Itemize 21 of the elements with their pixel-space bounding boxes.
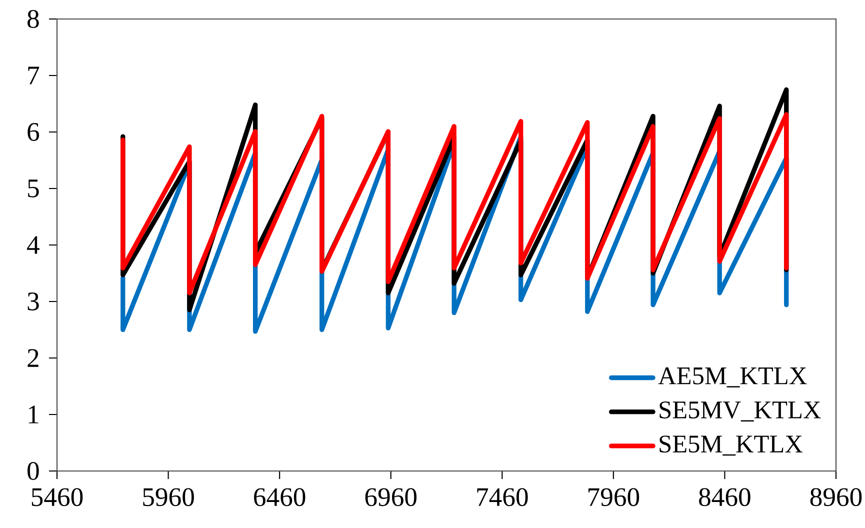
x-tick-label: 8460 (699, 488, 750, 506)
y-tick-label: 3 (28, 292, 39, 310)
y-tick-label: 1 (28, 406, 38, 424)
y-tick-label: 6 (28, 123, 40, 141)
y-tick-label: 0 (28, 462, 39, 480)
legend-label: AE5M_KTLX (658, 367, 807, 388)
x-tick-label: 8960 (810, 488, 862, 506)
y-tick-label: 8 (28, 10, 39, 28)
x-tick-label: 7460 (477, 488, 528, 506)
x-tick-label: 6960 (365, 488, 417, 506)
x-tick-label: 5960 (143, 488, 194, 506)
x-tick-label: 7960 (588, 488, 640, 506)
legend-label: SE5MV_KTLX (660, 401, 821, 422)
x-tick-label: 5460 (32, 488, 83, 506)
line-series (120, 112, 789, 296)
legend-label: SE5M_KTLX (660, 436, 803, 456)
x-tick-label: 6460 (254, 488, 306, 506)
y-tick-label: 7 (28, 66, 40, 84)
y-tick-label: 5 (28, 180, 39, 198)
y-tick-label: 4 (27, 236, 40, 254)
y-tick-label: 2 (28, 349, 38, 367)
